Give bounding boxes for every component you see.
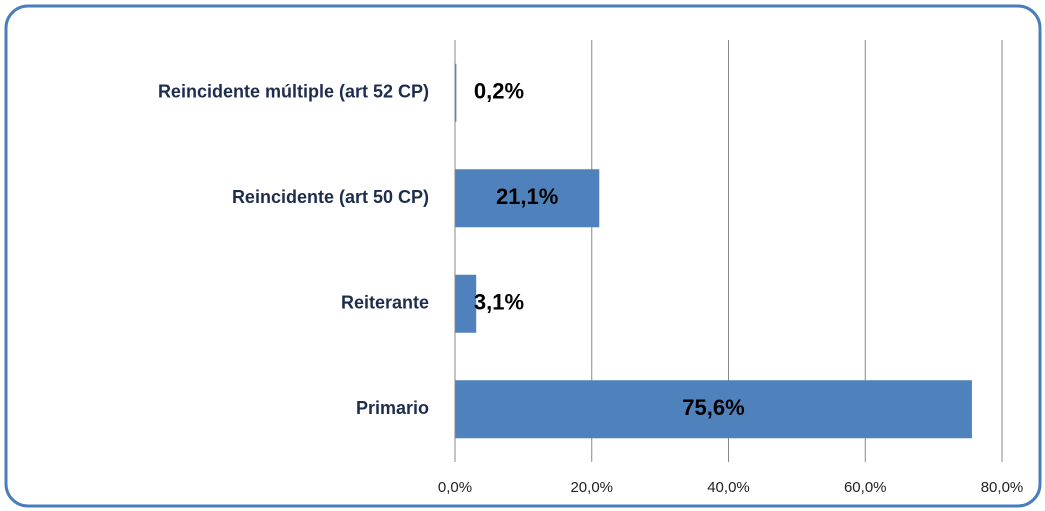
bar [455, 169, 600, 228]
x-tick-label: 40,0% [707, 479, 750, 496]
value-label: 0,2% [474, 79, 524, 104]
category-label: Reiterante [341, 293, 429, 313]
category-label: Primario [356, 398, 429, 418]
value-label: 3,1% [474, 290, 524, 315]
bar [455, 380, 972, 439]
value-label: 75,6% [682, 395, 744, 420]
category-label: Reincidente (art 50 CP) [232, 187, 429, 207]
x-tick-label: 0,0% [438, 479, 472, 496]
bar [455, 63, 457, 122]
x-tick-label: 80,0% [981, 479, 1024, 496]
x-tick-label: 20,0% [570, 479, 613, 496]
x-tick-label: 60,0% [844, 479, 887, 496]
value-label: 21,1% [496, 184, 558, 209]
bar [455, 274, 477, 333]
category-label: Reincidente múltiple (art 52 CP) [158, 82, 429, 102]
